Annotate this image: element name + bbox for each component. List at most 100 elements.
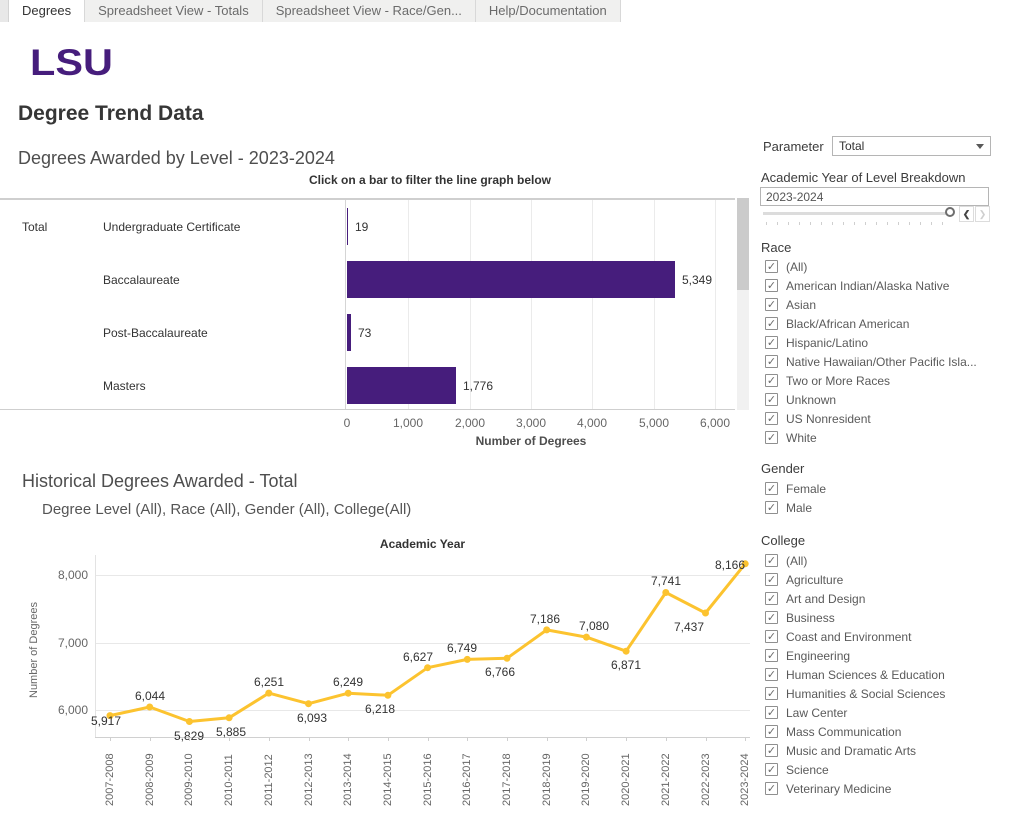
checkbox-label: American Indian/Alaska Native — [786, 278, 950, 293]
checkbox-checked[interactable]: ✓ — [765, 431, 778, 444]
checkbox-checked[interactable]: ✓ — [765, 501, 778, 514]
data-point-marker[interactable] — [265, 689, 273, 697]
data-point-marker[interactable] — [463, 655, 471, 663]
checkbox-row: ✓ Two or More Races — [763, 371, 977, 390]
year-slider-handle[interactable] — [945, 207, 955, 217]
checkbox-checked[interactable]: ✓ — [765, 782, 778, 795]
year-slider-track[interactable] — [763, 212, 946, 215]
checkbox-row: ✓ Native Hawaiian/Other Pacific Isla... — [763, 352, 977, 371]
data-point-marker[interactable] — [622, 647, 630, 655]
x-tick-mark — [110, 737, 111, 741]
gridline — [715, 200, 716, 409]
checkbox-checked[interactable]: ✓ — [765, 649, 778, 662]
year-filter-input[interactable] — [760, 187, 989, 206]
checkbox-label: Agriculture — [786, 572, 844, 587]
point-value-label: 6,749 — [446, 641, 478, 655]
checkbox-checked[interactable]: ✓ — [765, 279, 778, 292]
y-tick-label: 6,000 — [57, 703, 88, 717]
data-point-marker[interactable] — [305, 700, 312, 708]
slider-prev-button[interactable]: ❮ — [959, 206, 974, 222]
bar[interactable] — [347, 367, 456, 404]
checkbox-checked[interactable]: ✓ — [765, 687, 778, 700]
bar[interactable] — [347, 261, 675, 298]
gridline — [531, 200, 532, 409]
checkbox-checked[interactable]: ✓ — [765, 554, 778, 567]
x-tick-mark — [348, 737, 349, 741]
x-category-label: 2008-2009 — [144, 753, 156, 806]
x-tick-label: 0 — [343, 416, 351, 430]
slider-tick — [799, 222, 800, 225]
point-value-label: 7,080 — [578, 619, 610, 633]
x-tick-label: 6,000 — [699, 416, 731, 430]
checkbox-checked[interactable]: ✓ — [765, 725, 778, 738]
checkbox-checked[interactable]: ✓ — [765, 260, 778, 273]
checkbox-row: ✓ (All) — [763, 257, 977, 276]
checkbox-checked[interactable]: ✓ — [765, 482, 778, 495]
x-tick-mark — [666, 737, 667, 741]
point-value-label: 6,218 — [364, 702, 396, 716]
bar-chart: Total Undergraduate Certificate 19 Baccalau… — [0, 198, 735, 410]
checkbox-label: Science — [786, 762, 829, 777]
data-point-marker[interactable] — [384, 691, 392, 699]
checkbox-checked[interactable]: ✓ — [765, 393, 778, 406]
point-value-label: 5,885 — [215, 725, 247, 739]
checkbox-label: White — [786, 430, 817, 445]
tab-scroll-stub[interactable] — [0, 0, 9, 22]
lsu-logo: LSU — [30, 42, 113, 83]
x-tick-label: 3,000 — [515, 416, 547, 430]
checkbox-checked[interactable]: ✓ — [765, 706, 778, 719]
tab-degrees[interactable]: Degrees — [9, 0, 86, 22]
data-point-marker[interactable] — [185, 718, 193, 725]
scrollbar-thumb[interactable] — [737, 198, 749, 290]
line-chart: 6,000 7,000 8,000 Number of Degrees 5,917 6,0… — [0, 530, 760, 828]
checkbox-checked[interactable]: ✓ — [765, 668, 778, 681]
bar-value-label: 5,349 — [682, 272, 713, 287]
checkbox-checked[interactable]: ✓ — [765, 336, 778, 349]
checkbox-checked[interactable]: ✓ — [765, 412, 778, 425]
data-point-marker[interactable] — [741, 560, 749, 568]
checkbox-checked[interactable]: ✓ — [765, 317, 778, 330]
bar-chart-subtitle: Click on a bar to filter the line graph … — [308, 173, 552, 187]
trend-line-svg — [106, 560, 749, 725]
bar[interactable] — [347, 314, 351, 351]
y-axis-line — [95, 555, 96, 737]
data-point-marker[interactable] — [225, 714, 233, 722]
x-tick-mark — [150, 737, 151, 741]
checkbox-checked[interactable]: ✓ — [765, 374, 778, 387]
x-tick-mark — [229, 737, 230, 741]
checkbox-row: ✓ US Nonresident — [763, 409, 977, 428]
data-point-marker[interactable] — [344, 689, 352, 697]
data-point-marker[interactable] — [503, 654, 511, 662]
tab-spreadsheet-view-race-gen[interactable]: Spreadsheet View - Race/Gen... — [262, 0, 476, 22]
slider-tick — [887, 222, 888, 225]
bar[interactable] — [347, 208, 348, 245]
checkbox-checked[interactable]: ✓ — [765, 592, 778, 605]
data-point-marker[interactable] — [662, 589, 670, 596]
checkbox-checked[interactable]: ✓ — [765, 630, 778, 643]
x-tick-mark — [467, 737, 468, 741]
x-axis-line — [95, 737, 750, 738]
checkbox-checked[interactable]: ✓ — [765, 744, 778, 757]
checkbox-checked[interactable]: ✓ — [765, 355, 778, 368]
data-point-marker[interactable] — [424, 664, 432, 672]
academic-year-axis-title: Academic Year — [379, 537, 466, 551]
checkbox-checked[interactable]: ✓ — [765, 763, 778, 776]
checkbox-checked[interactable]: ✓ — [765, 611, 778, 624]
data-point-marker[interactable] — [582, 633, 590, 641]
slider-next-button[interactable]: ❯ — [975, 206, 990, 222]
tab-help-documentation[interactable]: Help/Documentation — [475, 0, 621, 22]
checkbox-checked[interactable]: ✓ — [765, 298, 778, 311]
checkbox-checked[interactable]: ✓ — [765, 573, 778, 586]
bar-chart-scrollbar[interactable] — [737, 198, 749, 410]
parameter-dropdown[interactable]: Total — [832, 136, 991, 156]
x-category-label: 2014-2015 — [382, 753, 394, 806]
point-value-label: 6,249 — [332, 675, 364, 689]
data-point-marker[interactable] — [543, 626, 551, 634]
x-tick-mark — [745, 737, 746, 741]
tab-spreadsheet-view-totals[interactable]: Spreadsheet View - Totals — [85, 0, 263, 22]
data-point-marker[interactable] — [106, 712, 114, 720]
data-point-marker[interactable] — [146, 703, 154, 711]
point-value-label: 8,166 — [714, 558, 746, 572]
data-point-marker[interactable] — [702, 609, 709, 617]
tab-bar: Degrees Spreadsheet View - Totals Spreadsh… — [0, 0, 621, 22]
